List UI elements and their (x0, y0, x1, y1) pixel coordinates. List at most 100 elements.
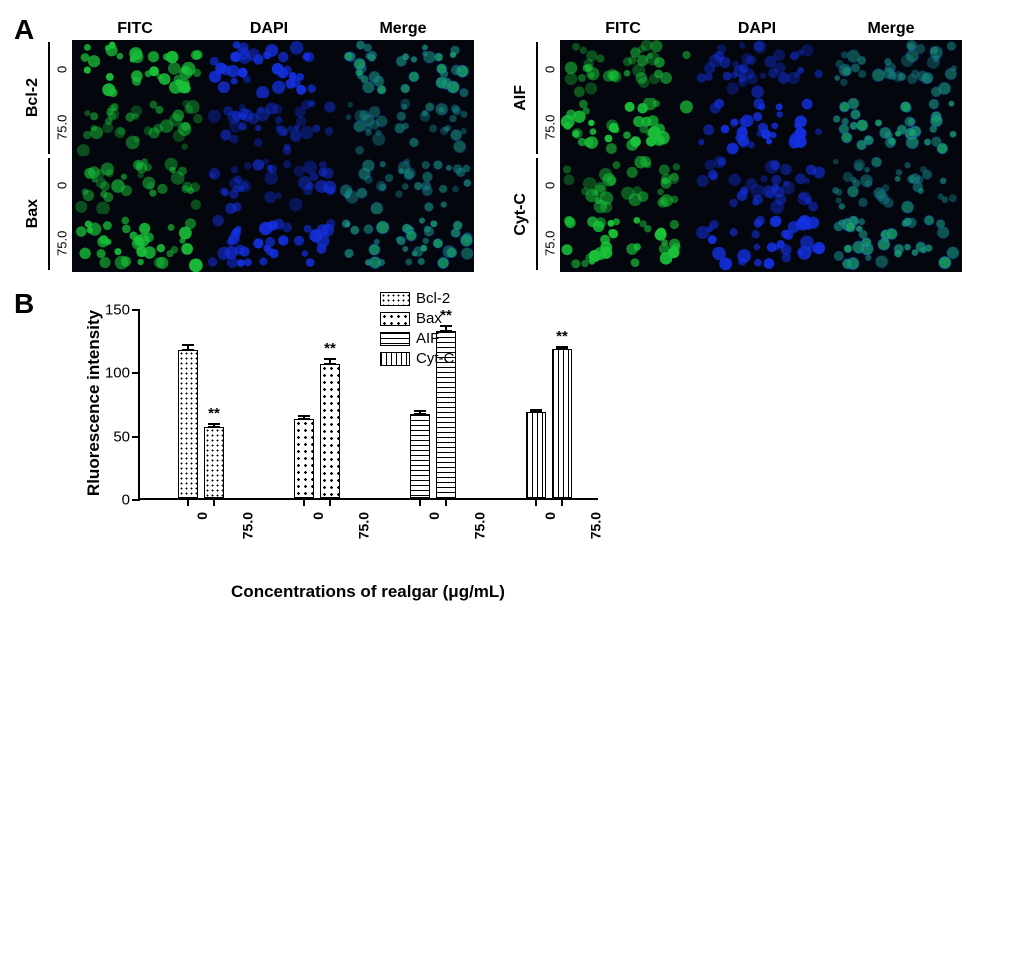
plot-area: 0501001500**75.00**75.00**75.00**75.0 (138, 310, 598, 500)
panel-a: A FITC DAPI Merge Bcl-2075.0Bax075.0 FIT… (20, 20, 1000, 272)
legend-swatch (380, 312, 410, 326)
dose-label: 75.0 (540, 98, 560, 156)
x-tick (303, 498, 305, 506)
bar (178, 350, 198, 498)
dose-label: 0 (540, 156, 560, 214)
fluorescence-image (206, 98, 340, 156)
fluorescence-image (694, 156, 828, 214)
legend-swatch (380, 352, 410, 366)
bar: ** (204, 427, 224, 498)
protein-label-col: Bcl-2 (20, 40, 46, 156)
legend-item: AIF (380, 330, 454, 347)
y-tick (132, 309, 140, 311)
y-axis-label: Rluorescence intensity (84, 310, 104, 496)
panel-a-right-block: FITC DAPI Merge AIF075.0Cyt-C075.0 (508, 20, 962, 272)
fluorescence-image (560, 40, 694, 98)
fluorescence-image (340, 98, 474, 156)
legend-text: Bax (416, 310, 442, 327)
protein-group: Bax075.0 (20, 156, 474, 272)
image-row (560, 40, 962, 98)
image-row (72, 214, 474, 272)
y-tick-label: 150 (105, 302, 130, 319)
error-bar (535, 409, 537, 413)
fluorescence-image (560, 98, 694, 156)
x-tick (419, 498, 421, 506)
legend-text: AIF (416, 330, 439, 347)
x-tick (187, 498, 189, 506)
image-grid-block: Bcl-2075.0Bax075.0 (20, 40, 474, 272)
fluorescence-image (206, 156, 340, 214)
error-bar (303, 415, 305, 420)
protein-label-col: AIF (508, 40, 534, 156)
x-tick-label: 0 (542, 512, 558, 520)
divider (48, 158, 50, 270)
col-header: DAPI (690, 20, 824, 40)
fluorescence-image (694, 214, 828, 272)
protein-group: Bcl-2 075.0 (20, 40, 474, 156)
protein-label: Cyt-C (512, 193, 530, 236)
protein-label-col: Cyt-C (508, 156, 534, 272)
x-tick-label: 75.0 (239, 512, 255, 539)
bar: ** (552, 349, 572, 498)
x-tick-label: 75.0 (355, 512, 371, 539)
bar: ** (320, 364, 340, 498)
y-tick-label: 0 (122, 492, 130, 509)
legend-swatch (380, 292, 410, 306)
col-header: FITC (68, 20, 202, 40)
legend-item: Cyt-C (380, 350, 454, 367)
significance-marker: ** (208, 405, 220, 422)
legend-item: Bcl-2 (380, 290, 454, 307)
error-bar (213, 423, 215, 428)
bar (294, 419, 314, 498)
image-row (72, 156, 474, 214)
image-row (72, 40, 474, 98)
image-grid (560, 40, 962, 156)
x-tick-label: 0 (310, 512, 326, 520)
protein-label: Bcl-2 (24, 78, 42, 117)
col-header: FITC (556, 20, 690, 40)
legend-text: Bcl-2 (416, 290, 450, 307)
dose-label: 75.0 (540, 214, 560, 272)
fluorescence-image (694, 98, 828, 156)
y-tick-label: 100 (105, 365, 130, 382)
column-headers: FITC DAPI Merge (556, 20, 962, 40)
fluorescence-image (206, 214, 340, 272)
dose-label: 75.0 (52, 214, 72, 272)
x-tick (561, 498, 563, 506)
bar-chart: Rluorescence intensity 0501001500**75.00… (80, 298, 620, 598)
fluorescence-image (340, 214, 474, 272)
image-grid (72, 40, 474, 156)
dose-label: 0 (52, 40, 72, 98)
col-header: Merge (336, 20, 470, 40)
significance-marker: ** (324, 340, 336, 357)
dose-label-col: 075.0 (540, 40, 560, 156)
x-axis-label: Concentrations of realgar (μg/mL) (138, 582, 598, 602)
divider (48, 42, 50, 154)
fluorescence-image (72, 156, 206, 214)
y-tick (132, 372, 140, 374)
fluorescence-image (828, 214, 962, 272)
y-tick (132, 436, 140, 438)
dose-label: 75.0 (52, 98, 72, 156)
image-row (560, 214, 962, 272)
x-tick (213, 498, 215, 506)
col-header: DAPI (202, 20, 336, 40)
legend-item: Bax (380, 310, 454, 327)
x-tick-label: 0 (194, 512, 210, 520)
error-bar (419, 410, 421, 415)
x-tick (445, 498, 447, 506)
protein-group: Cyt-C 075.0 (508, 156, 962, 272)
protein-group: AIF075.0 (508, 40, 962, 156)
image-row (560, 98, 962, 156)
x-tick-label: 75.0 (471, 512, 487, 539)
chart-legend: Bcl-2 Bax AIF Cyt-C (380, 290, 454, 370)
protein-label-col: Bax (20, 156, 46, 272)
y-tick (132, 499, 140, 501)
panel-b: B Bcl-2BaxAIFCyt-C Rluorescence intensit… (80, 298, 640, 598)
dose-label: 0 (540, 40, 560, 98)
fluorescence-image (206, 40, 340, 98)
fluorescence-image (72, 98, 206, 156)
x-tick-label: 75.0 (587, 512, 603, 539)
x-tick (329, 498, 331, 506)
panel-a-left-block: FITC DAPI Merge Bcl-2075.0Bax075.0 (20, 20, 474, 272)
